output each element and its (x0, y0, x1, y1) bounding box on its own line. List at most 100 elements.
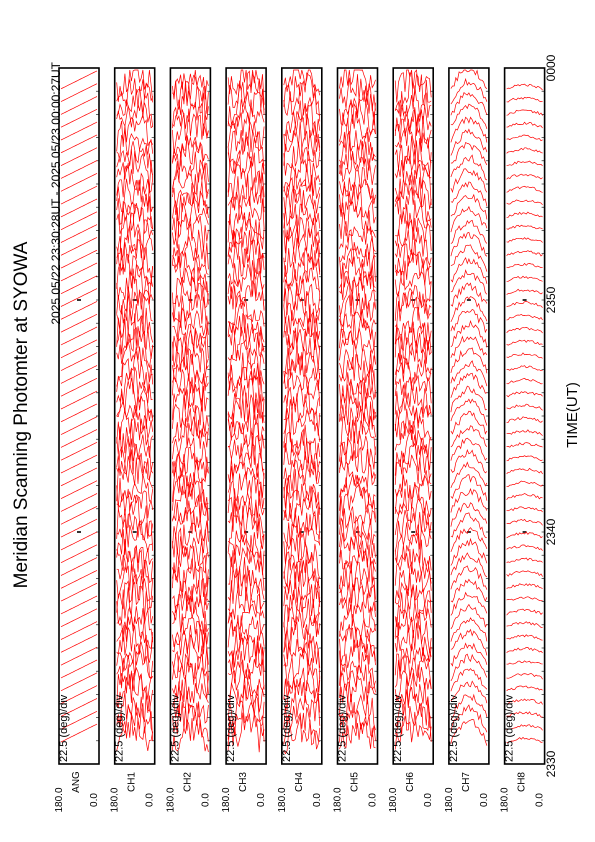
scan-trace (450, 449, 488, 474)
scan-trace (227, 203, 265, 243)
scan-trace (172, 223, 209, 270)
scan-trace (60, 416, 98, 435)
panel-ymin-label: 0.0 (535, 793, 546, 807)
scan-trace (172, 381, 209, 420)
scan-trace (394, 69, 432, 103)
scan-trace (60, 493, 98, 512)
scan-trace (506, 365, 543, 372)
scan-trace (506, 275, 543, 282)
scan-trace (60, 108, 98, 128)
scan-trace (506, 250, 543, 257)
scan-trace (60, 685, 98, 704)
scan-trace (394, 217, 432, 251)
scan-trace (60, 365, 98, 384)
scan-trace (506, 352, 543, 359)
scan-trace (339, 651, 376, 693)
scan-trace (227, 631, 265, 665)
scan-trace (116, 561, 154, 601)
scan-trace (506, 621, 543, 628)
scan-trace (394, 135, 432, 176)
scan-trace (450, 181, 488, 207)
panel-frame (503, 67, 546, 765)
scan-trace (172, 625, 209, 665)
scan-trace (227, 263, 265, 310)
scan-trace (506, 480, 543, 487)
scan-trace (60, 723, 98, 743)
scan-trace (283, 72, 321, 117)
scan-trace (450, 437, 488, 461)
scan-trace (116, 366, 153, 405)
scan-trace (283, 408, 321, 448)
scan-trace (172, 690, 209, 724)
scan-trace (339, 150, 376, 186)
scan-trace (60, 70, 98, 90)
scan-trace (506, 377, 543, 385)
scan-trace (506, 185, 543, 193)
scan-trace (394, 428, 432, 476)
scan-trace (227, 532, 265, 576)
scan-trace (506, 109, 543, 116)
scan-trace (60, 403, 98, 423)
scan-trace (394, 237, 432, 277)
scan-trace (506, 711, 543, 718)
scan-trace (172, 661, 209, 706)
scan-trace (227, 192, 265, 229)
scan-trace (60, 83, 98, 102)
scan-trace (227, 407, 265, 442)
scan-trace (339, 716, 376, 750)
scan-trace (172, 199, 209, 239)
scan-trace (506, 685, 543, 692)
scan-trace (227, 302, 265, 343)
scan-trace (339, 702, 376, 743)
scan-trace (172, 191, 209, 222)
scan-trace (394, 702, 432, 742)
scan-trace (172, 101, 209, 139)
scan-trace (394, 533, 432, 573)
scan-trace (227, 290, 265, 336)
scan-trace (283, 383, 321, 420)
scan-trace (339, 635, 376, 677)
scan-trace (60, 621, 98, 640)
scan-trace (60, 710, 98, 730)
scan-trace (506, 442, 543, 448)
scan-trace (60, 96, 98, 115)
scan-trace (506, 391, 543, 398)
panel-scale-label: 22.5 (deg)/div (114, 694, 126, 762)
scan-trace (283, 586, 321, 628)
scan-trace (450, 628, 488, 656)
scan-trace (283, 608, 321, 653)
scan-trace (172, 267, 209, 305)
scan-trace (172, 344, 209, 383)
scan-trace (339, 535, 376, 572)
scan-trace (60, 249, 98, 269)
scan-trace (450, 512, 488, 539)
x-tick-label: 2330 (544, 750, 558, 777)
scan-trace (60, 172, 98, 192)
scan-trace (116, 672, 154, 712)
scan-trace (227, 634, 265, 676)
scan-trace (506, 506, 543, 513)
scan-trace (283, 451, 321, 482)
scan-trace (60, 313, 98, 333)
scan-trace (339, 256, 376, 295)
scan-trace (394, 419, 432, 459)
scan-trace (172, 135, 209, 163)
scan-trace (394, 611, 432, 653)
scan-trace (450, 154, 488, 181)
scan-trace (60, 467, 98, 487)
scan-trace (394, 483, 432, 517)
scan-trace (450, 347, 488, 374)
scan-trace (172, 69, 209, 100)
scan-trace (450, 487, 488, 513)
scan-trace (450, 642, 488, 667)
scan-trace (227, 85, 265, 127)
scan-trace (506, 544, 543, 551)
scan-trace (450, 335, 488, 358)
scan-trace (506, 736, 543, 743)
scan-trace (283, 69, 321, 96)
scan-trace (506, 211, 543, 218)
x-tick-label: 2340 (544, 518, 558, 545)
panel-ymin-label: 0.0 (89, 793, 100, 807)
